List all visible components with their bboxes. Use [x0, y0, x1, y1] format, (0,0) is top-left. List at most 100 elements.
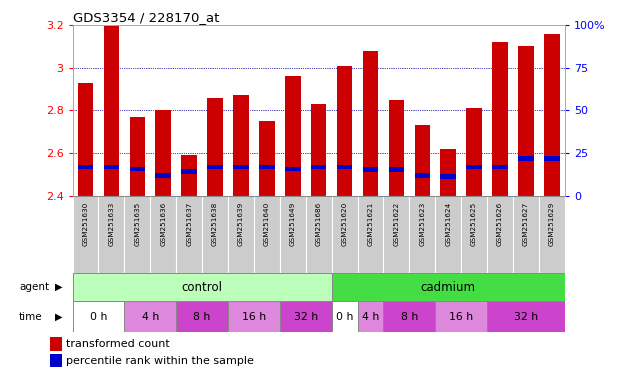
Bar [435, 196, 461, 273]
Bar [492, 165, 508, 169]
Bar [440, 174, 456, 179]
Text: GSM251629: GSM251629 [549, 202, 555, 246]
Bar [78, 83, 93, 196]
Bar [363, 51, 378, 196]
Bar [337, 66, 352, 196]
Bar [544, 33, 560, 196]
Bar [254, 196, 280, 273]
Bar [176, 196, 202, 273]
Bar [544, 156, 560, 161]
Bar [332, 273, 565, 301]
Bar [98, 196, 124, 273]
Bar [228, 301, 280, 332]
Bar [487, 196, 513, 273]
Bar [207, 165, 223, 169]
Bar [487, 301, 565, 332]
Text: 4 h: 4 h [141, 312, 159, 322]
Bar [207, 98, 223, 196]
Bar [415, 125, 430, 196]
Bar [155, 173, 171, 178]
Bar [280, 196, 305, 273]
Bar [389, 167, 404, 172]
Text: GSM251649: GSM251649 [290, 202, 296, 246]
Bar [363, 167, 378, 172]
Bar [332, 196, 358, 273]
Text: GSM251636: GSM251636 [160, 202, 166, 246]
Bar [466, 108, 482, 196]
Text: GSM251686: GSM251686 [316, 202, 322, 246]
Bar [384, 196, 410, 273]
Bar [50, 337, 62, 351]
Text: control: control [182, 281, 223, 293]
Bar [228, 196, 254, 273]
Bar [103, 165, 119, 169]
Text: GSM251625: GSM251625 [471, 202, 477, 246]
Bar [285, 167, 300, 172]
Text: time: time [19, 312, 42, 322]
Bar [435, 301, 487, 332]
Bar [259, 121, 274, 196]
Bar [384, 301, 435, 332]
Text: 0 h: 0 h [90, 312, 107, 322]
Bar [539, 196, 565, 273]
Bar [73, 273, 332, 301]
Bar [181, 155, 197, 196]
Bar [202, 196, 228, 273]
Bar [358, 301, 384, 332]
Text: GSM251620: GSM251620 [341, 202, 348, 246]
Bar [337, 165, 352, 169]
Text: GSM251638: GSM251638 [212, 202, 218, 246]
Bar [518, 156, 534, 161]
Bar [129, 117, 145, 196]
Text: GSM251627: GSM251627 [523, 202, 529, 246]
Text: GSM251622: GSM251622 [393, 202, 399, 246]
Bar [103, 23, 119, 196]
Text: agent: agent [19, 282, 49, 292]
Text: 32 h: 32 h [514, 312, 538, 322]
Text: 32 h: 32 h [293, 312, 318, 322]
Bar [124, 196, 150, 273]
Text: 8 h: 8 h [401, 312, 418, 322]
Text: GSM251640: GSM251640 [264, 202, 270, 246]
Text: GSM251626: GSM251626 [497, 202, 503, 246]
Bar [150, 196, 176, 273]
Bar [492, 42, 508, 196]
Bar [259, 165, 274, 169]
Bar [233, 165, 249, 169]
Text: GSM251621: GSM251621 [367, 202, 374, 246]
Text: ▶: ▶ [55, 282, 62, 292]
Bar [440, 149, 456, 196]
Text: 0 h: 0 h [336, 312, 353, 322]
Bar [332, 301, 358, 332]
Bar [73, 301, 124, 332]
Bar [124, 301, 176, 332]
Bar [311, 104, 326, 196]
Bar [280, 301, 332, 332]
Bar [466, 165, 482, 169]
Text: GSM251639: GSM251639 [238, 202, 244, 246]
Text: 8 h: 8 h [194, 312, 211, 322]
Text: GSM251624: GSM251624 [445, 202, 451, 246]
Text: percentile rank within the sample: percentile rank within the sample [66, 356, 254, 366]
Text: GSM251637: GSM251637 [186, 202, 192, 246]
Text: 16 h: 16 h [242, 312, 266, 322]
Bar [513, 196, 539, 273]
Text: GSM251623: GSM251623 [419, 202, 425, 246]
Bar [389, 100, 404, 196]
Text: GSM251635: GSM251635 [134, 202, 140, 246]
Bar [285, 76, 300, 196]
Bar [518, 46, 534, 196]
Text: transformed count: transformed count [66, 339, 170, 349]
Bar [415, 173, 430, 178]
Bar [176, 301, 228, 332]
Bar [233, 96, 249, 196]
Text: 4 h: 4 h [362, 312, 379, 322]
Bar [73, 196, 98, 273]
Text: cadmium: cadmium [421, 281, 476, 293]
Bar [410, 196, 435, 273]
Bar [311, 165, 326, 169]
Bar [155, 111, 171, 196]
Bar [181, 169, 197, 174]
Text: GSM251633: GSM251633 [109, 202, 114, 246]
Bar [129, 167, 145, 172]
